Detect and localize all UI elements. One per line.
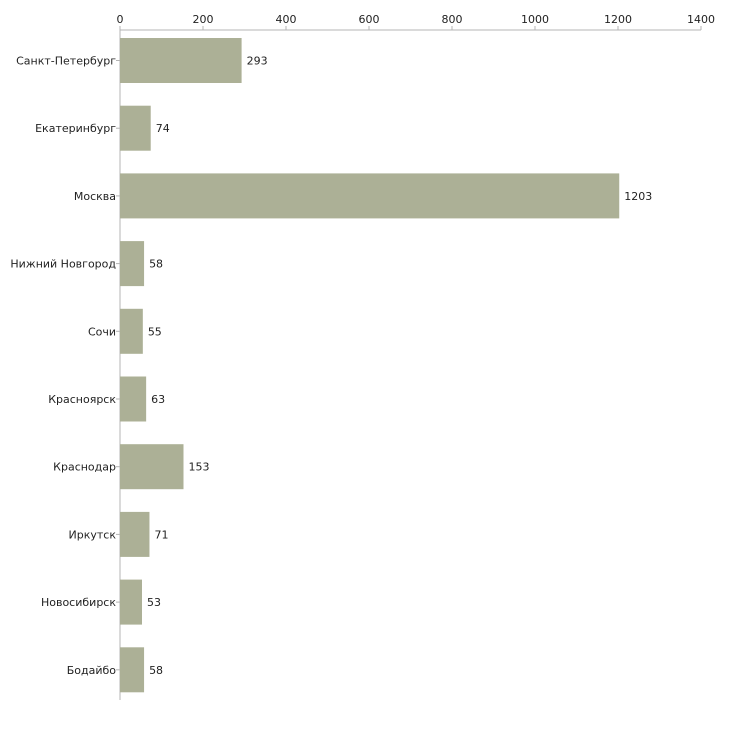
labels-layer: Санкт-Петербург 293 Екатеринбург 74 Москва 12… <box>10 55 652 677</box>
bar <box>120 376 147 422</box>
category-label: Москва <box>74 190 116 203</box>
category-label: Сочи <box>88 325 116 338</box>
x-tick-label: 600 <box>359 13 380 26</box>
bar <box>120 579 142 625</box>
bar-value-label: 58 <box>149 664 163 677</box>
category-label: Новосибирск <box>41 596 116 609</box>
bar <box>120 444 184 490</box>
x-tick-label: 200 <box>193 13 214 26</box>
x-tick-label: 400 <box>276 13 297 26</box>
bar <box>120 173 620 219</box>
category-label: Бодайбо <box>67 664 117 677</box>
category-label: Екатеринбург <box>35 122 116 135</box>
bar-value-label: 58 <box>149 258 163 271</box>
bar-value-label: 71 <box>154 528 168 541</box>
x-tick-label: 0 <box>117 13 124 26</box>
bar-value-label: 1203 <box>624 190 652 203</box>
x-tick-label: 1400 <box>687 13 715 26</box>
bars-layer <box>120 38 620 693</box>
bar <box>120 647 145 693</box>
bar <box>120 511 150 557</box>
bar <box>120 308 143 354</box>
bar-value-label: 53 <box>147 596 161 609</box>
category-label: Иркутск <box>69 528 117 541</box>
category-label: Красноярск <box>48 393 116 406</box>
bar <box>120 38 242 83</box>
bar-value-label: 153 <box>188 461 209 474</box>
category-label: Санкт-Петербург <box>16 55 116 68</box>
category-label: Краснодар <box>53 461 116 474</box>
bar-value-label: 293 <box>247 55 268 68</box>
bar-value-label: 74 <box>156 122 170 135</box>
x-tick-label: 1200 <box>604 13 632 26</box>
bar-value-label: 55 <box>148 325 162 338</box>
bar-value-label: 63 <box>151 393 165 406</box>
x-tick-label: 800 <box>442 13 463 26</box>
bar <box>120 105 151 151</box>
x-tick-label: 1000 <box>521 13 549 26</box>
bar <box>120 241 145 287</box>
axis-layer: 0 200 400 600 800 1000 1200 1400 <box>116 13 715 700</box>
category-label: Нижний Новгород <box>10 258 116 271</box>
